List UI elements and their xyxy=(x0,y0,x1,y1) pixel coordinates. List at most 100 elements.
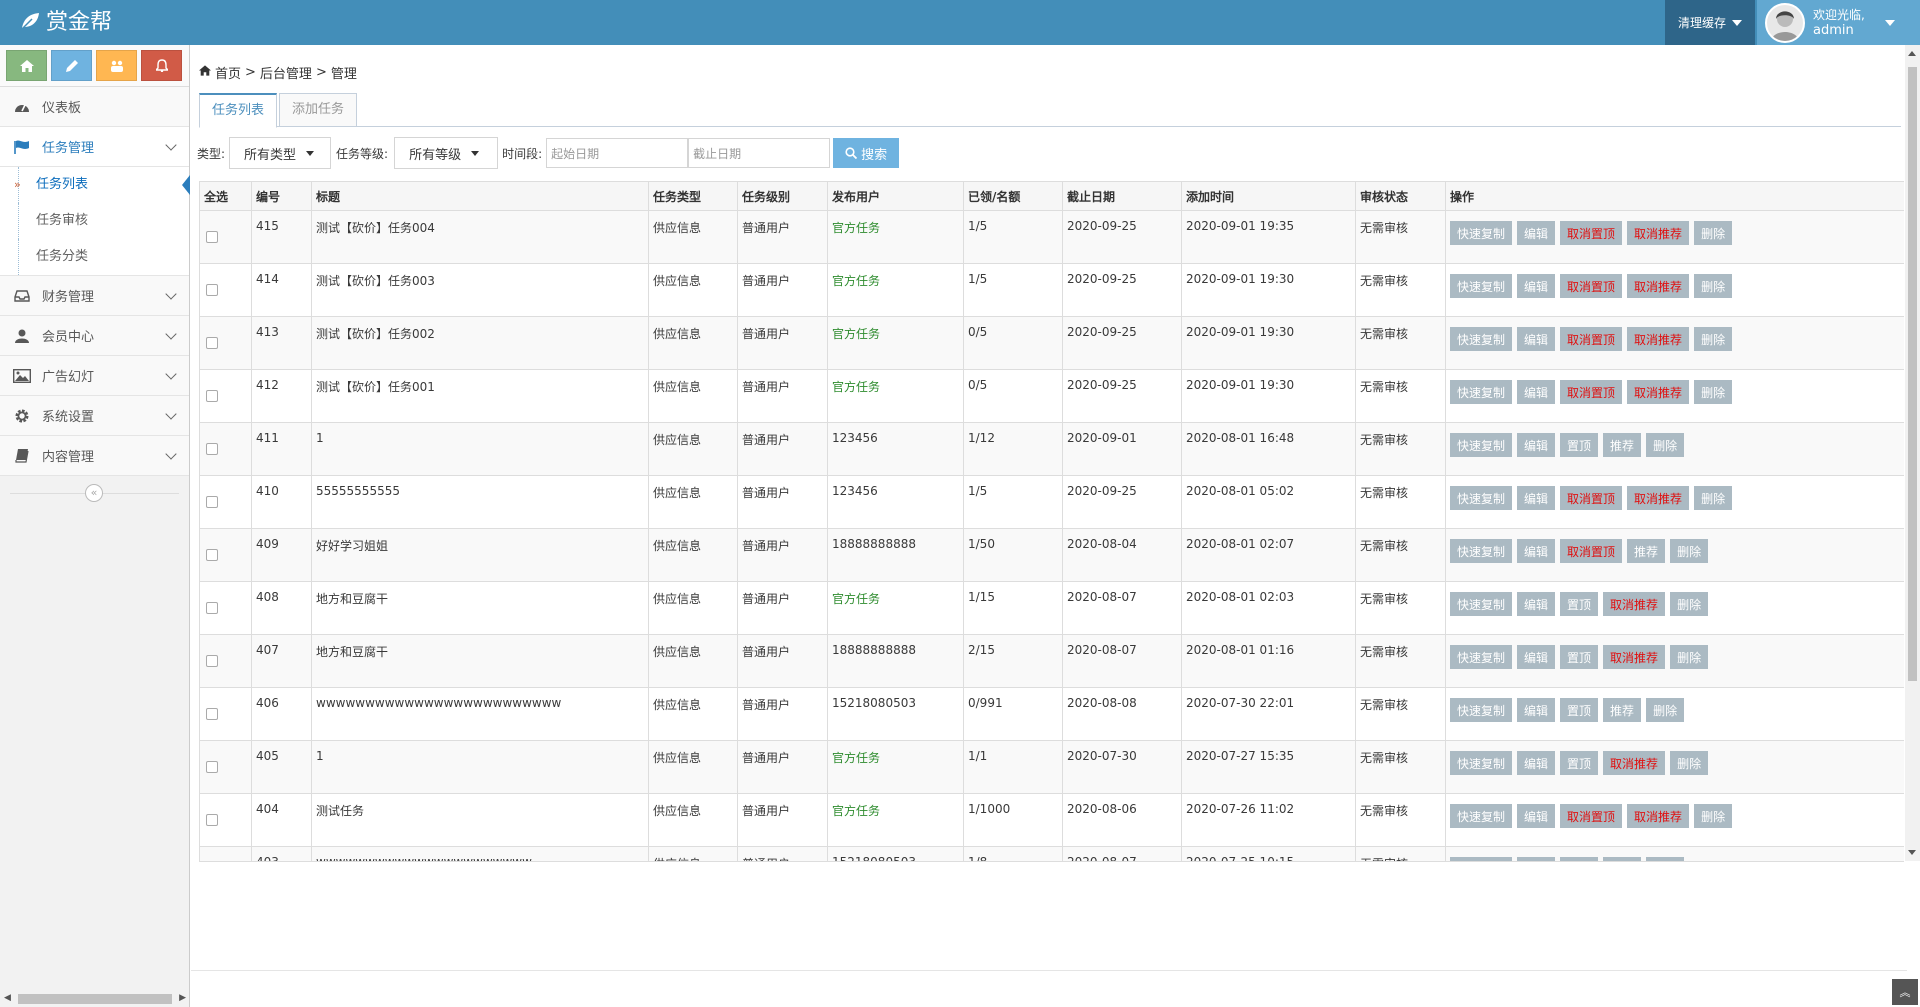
scroll-down-icon[interactable] xyxy=(1908,850,1916,855)
op-button[interactable]: 取消置顶 xyxy=(1560,380,1623,404)
op-button[interactable]: 快速复制 xyxy=(1450,486,1513,510)
op-button[interactable]: 取消置顶 xyxy=(1560,221,1623,245)
sidebar-item-dashboard[interactable]: 仪表板 xyxy=(0,87,189,127)
op-button[interactable]: 取消推荐 xyxy=(1627,274,1690,298)
op-button[interactable]: 快速复制 xyxy=(1450,221,1513,245)
page-vertical-scrollbar[interactable] xyxy=(1905,45,1920,861)
op-button[interactable]: 快速复制 xyxy=(1450,327,1513,351)
end-date-input[interactable]: 截止日期 xyxy=(688,138,831,168)
op-button[interactable]: 编辑 xyxy=(1517,645,1556,669)
level-select[interactable]: 所有等级 xyxy=(394,137,499,169)
op-button[interactable]: 快速复制 xyxy=(1450,857,1513,861)
op-button[interactable]: 快速复制 xyxy=(1450,698,1513,722)
home-shortcut-button[interactable] xyxy=(6,50,47,81)
op-button[interactable]: 编辑 xyxy=(1517,539,1556,563)
op-button[interactable]: 推荐 xyxy=(1627,539,1666,563)
op-button[interactable]: 删除 xyxy=(1694,274,1733,298)
row-checkbox[interactable] xyxy=(206,337,218,349)
sidebar-horizontal-scrollbar[interactable]: ◀ ▶ xyxy=(4,991,186,1005)
row-checkbox[interactable] xyxy=(206,655,218,667)
tab-task-list[interactable]: 任务列表 xyxy=(199,93,278,128)
op-button[interactable]: 删除 xyxy=(1670,592,1709,616)
op-button[interactable]: 删除 xyxy=(1646,433,1685,457)
op-button[interactable]: 置顶 xyxy=(1560,751,1599,775)
scroll-right-icon[interactable]: ▶ xyxy=(179,993,186,1003)
op-button[interactable]: 置顶 xyxy=(1560,433,1599,457)
row-checkbox[interactable] xyxy=(206,549,218,561)
op-button[interactable]: 取消推荐 xyxy=(1627,486,1690,510)
sidebar-subitem-task-list[interactable]: » 任务列表 xyxy=(0,167,190,203)
op-button[interactable]: 编辑 xyxy=(1517,486,1556,510)
collapse-sidebar-icon[interactable]: « xyxy=(85,484,103,502)
op-button[interactable]: 删除 xyxy=(1646,857,1685,861)
back-to-top-button[interactable]: ︽ xyxy=(1892,979,1918,1005)
op-button[interactable]: 编辑 xyxy=(1517,592,1556,616)
op-button[interactable]: 删除 xyxy=(1694,380,1733,404)
sidebar-item-task-management[interactable]: 任务管理 xyxy=(0,127,189,167)
sidebar-item-finance[interactable]: 财务管理 xyxy=(0,276,189,316)
op-button[interactable]: 置顶 xyxy=(1560,698,1599,722)
sidebar-item-members[interactable]: 会员中心 xyxy=(0,316,189,356)
breadcrumb-admin[interactable]: 后台管理 xyxy=(259,67,312,82)
op-button[interactable]: 编辑 xyxy=(1517,804,1556,828)
row-checkbox[interactable] xyxy=(206,231,218,243)
op-button[interactable]: 快速复制 xyxy=(1450,539,1513,563)
op-button[interactable]: 取消推荐 xyxy=(1603,645,1666,669)
row-checkbox[interactable] xyxy=(206,284,218,296)
op-button[interactable]: 取消推荐 xyxy=(1603,592,1666,616)
op-button[interactable]: 编辑 xyxy=(1517,698,1556,722)
scroll-up-icon[interactable] xyxy=(1908,51,1916,56)
scrollbar-thumb[interactable] xyxy=(1908,67,1917,681)
sidebar-item-content[interactable]: 内容管理 xyxy=(0,436,189,476)
op-button[interactable]: 取消推荐 xyxy=(1627,221,1690,245)
op-button[interactable]: 编辑 xyxy=(1517,433,1556,457)
op-button[interactable]: 置顶 xyxy=(1560,857,1599,861)
op-button[interactable]: 删除 xyxy=(1694,486,1733,510)
group-shortcut-button[interactable] xyxy=(96,50,137,81)
op-button[interactable]: 删除 xyxy=(1670,539,1709,563)
op-button[interactable]: 删除 xyxy=(1694,804,1733,828)
op-button[interactable]: 推荐 xyxy=(1603,698,1642,722)
clear-cache-button[interactable]: 清理缓存 xyxy=(1665,0,1755,45)
op-button[interactable]: 编辑 xyxy=(1517,751,1556,775)
op-button[interactable]: 取消置顶 xyxy=(1560,327,1623,351)
op-button[interactable]: 编辑 xyxy=(1517,857,1556,861)
edit-shortcut-button[interactable] xyxy=(51,50,92,81)
op-button[interactable]: 取消推荐 xyxy=(1627,380,1690,404)
search-button[interactable]: 搜索 xyxy=(833,138,900,168)
user-menu[interactable]: 欢迎光临, admin xyxy=(1757,0,1920,45)
breadcrumb-home[interactable]: 首页 xyxy=(215,67,242,82)
op-button[interactable]: 快速复制 xyxy=(1450,751,1513,775)
op-button[interactable]: 编辑 xyxy=(1517,380,1556,404)
sidebar-subitem-task-category[interactable]: 任务分类 xyxy=(0,239,189,275)
sidebar-subitem-task-review[interactable]: 任务审核 xyxy=(0,203,189,239)
op-button[interactable]: 删除 xyxy=(1670,645,1709,669)
row-checkbox[interactable] xyxy=(206,761,218,773)
op-button[interactable]: 删除 xyxy=(1670,751,1709,775)
op-button[interactable]: 删除 xyxy=(1694,221,1733,245)
op-button[interactable]: 取消置顶 xyxy=(1560,804,1623,828)
op-button[interactable]: 编辑 xyxy=(1517,221,1556,245)
op-button[interactable]: 取消推荐 xyxy=(1603,751,1666,775)
row-checkbox[interactable] xyxy=(206,814,218,826)
tab-add-task[interactable]: 添加任务 xyxy=(279,93,358,127)
scroll-left-icon[interactable]: ◀ xyxy=(4,993,11,1003)
op-button[interactable]: 快速复制 xyxy=(1450,592,1513,616)
type-select[interactable]: 所有类型 xyxy=(229,137,332,169)
select-all-header[interactable]: 全选 xyxy=(199,181,252,211)
op-button[interactable]: 取消置顶 xyxy=(1560,274,1623,298)
op-button[interactable]: 置顶 xyxy=(1560,592,1599,616)
op-button[interactable]: 取消置顶 xyxy=(1560,486,1623,510)
brand-logo[interactable]: 赏金帮 xyxy=(20,0,112,45)
start-date-input[interactable]: 起始日期 xyxy=(546,138,689,168)
row-checkbox[interactable] xyxy=(206,602,218,614)
op-button[interactable]: 取消推荐 xyxy=(1627,327,1690,351)
op-button[interactable]: 快速复制 xyxy=(1450,804,1513,828)
sidebar-item-settings[interactable]: 系统设置 xyxy=(0,396,189,436)
op-button[interactable]: 取消推荐 xyxy=(1627,804,1690,828)
op-button[interactable]: 置顶 xyxy=(1560,645,1599,669)
op-button[interactable]: 快速复制 xyxy=(1450,645,1513,669)
op-button[interactable]: 编辑 xyxy=(1517,327,1556,351)
op-button[interactable]: 快速复制 xyxy=(1450,433,1513,457)
row-checkbox[interactable] xyxy=(206,496,218,508)
